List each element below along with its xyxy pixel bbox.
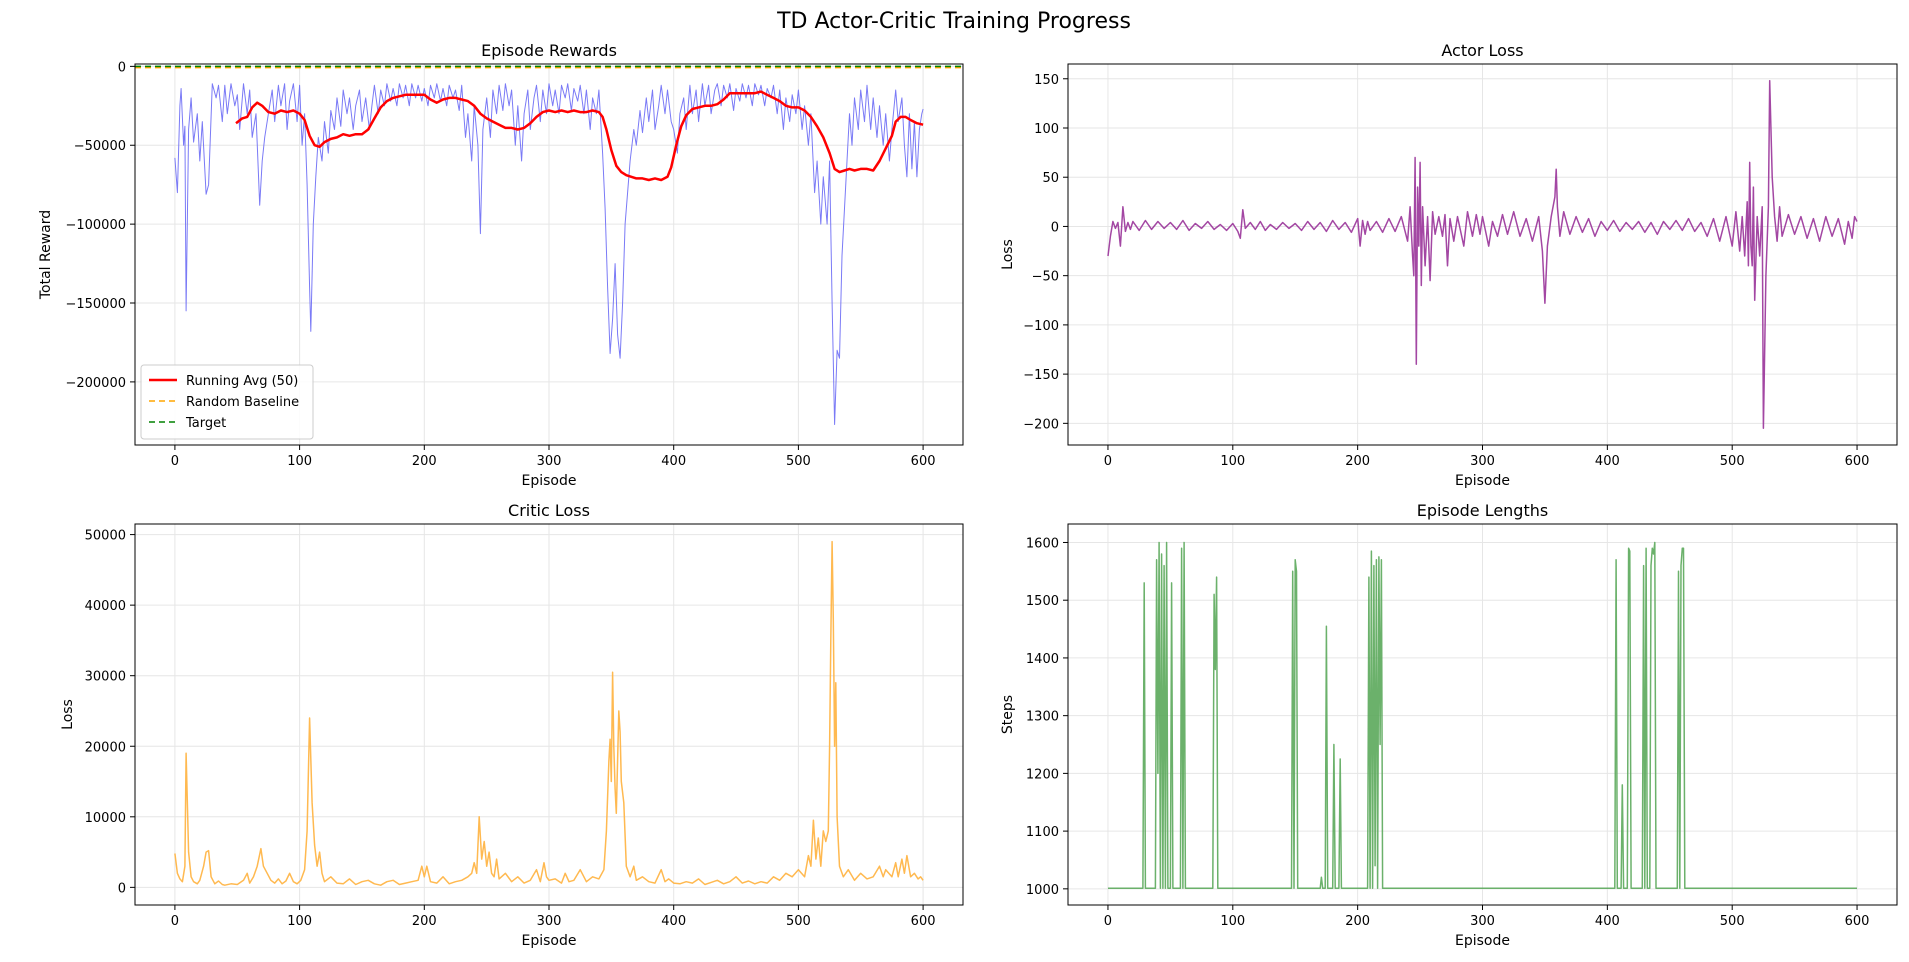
y-tick-label: 1300 [1026, 710, 1059, 725]
y-tick-label: 0 [118, 60, 126, 75]
x-tick-label: 200 [412, 454, 437, 469]
y-tick-label: −150000 [65, 297, 126, 312]
x-tick-label: 200 [412, 914, 437, 929]
x-tick-label: 400 [1595, 454, 1620, 469]
y-tick-label: −50000 [74, 139, 126, 154]
subplot-rewards: 0 100 200 300 400 500 600 0 −50000 −100000 −150000… [38, 41, 964, 489]
x-tick-label: 100 [1220, 914, 1245, 929]
y-axis-label: Steps [1000, 695, 1016, 734]
x-tick-label: 0 [1104, 914, 1112, 929]
subplot-critic: 0 100 200 300 400 500 600 0 10000 20000 30000 40000… [60, 501, 964, 949]
y-tick-label: 40000 [85, 599, 126, 614]
x-axis-label: Episode [1455, 473, 1510, 489]
y-tick-label: 0 [1051, 220, 1059, 235]
y-tick-label: 30000 [85, 670, 126, 685]
axes-title: Critic Loss [508, 501, 590, 520]
y-tick-label: 150 [1034, 73, 1059, 88]
axes-title: Episode Rewards [481, 41, 617, 60]
y-tick-label: 1400 [1026, 652, 1059, 667]
y-axis-label: Total Reward [38, 210, 54, 300]
axes-title: Episode Lengths [1417, 501, 1548, 520]
x-tick-label: 300 [1470, 914, 1495, 929]
y-tick-label: 1000 [1026, 883, 1059, 898]
x-tick-label: 0 [1104, 454, 1112, 469]
legend-box [140, 364, 314, 440]
x-tick-label: 300 [537, 914, 562, 929]
x-tick-label: 500 [1720, 914, 1745, 929]
x-axis-label: Episode [522, 933, 577, 949]
x-tick-label: 200 [1345, 454, 1370, 469]
axes-title: Actor Loss [1441, 41, 1523, 60]
subplots: 0 100 200 300 400 500 6000−50000−100000−150000… [38, 41, 1898, 949]
subplot-actor: 0 100 200 300 400 500 600150100500−50−100−150−… [1000, 41, 1898, 489]
x-tick-label: 400 [661, 914, 686, 929]
y-tick-label: −200 [1023, 417, 1059, 432]
y-axis-label: Loss [1000, 239, 1016, 270]
y-tick-label: −150 [1023, 368, 1059, 383]
x-tick-label: 100 [1220, 454, 1245, 469]
x-tick-label: 100 [287, 914, 312, 929]
y-tick-label: 1600 [1026, 536, 1059, 551]
x-tick-label: 0 [171, 914, 179, 929]
y-tick-label: −100 [1023, 319, 1059, 334]
series-line-rewards-1 [235, 90, 924, 182]
plot-area [1108, 541, 1857, 890]
y-tick-label: −50 [1032, 270, 1059, 285]
x-tick-label: 600 [911, 454, 936, 469]
x-tick-label: 500 [786, 914, 811, 929]
series-line-actor-0 [1107, 79, 1858, 430]
x-axis-label: Episode [1455, 933, 1510, 949]
legend-entry-label: Running Avg (50) [186, 374, 298, 389]
x-tick-label: 600 [911, 914, 936, 929]
y-tick-label: 100 [1034, 122, 1059, 137]
x-tick-label: 500 [1720, 454, 1745, 469]
x-tick-label: 0 [171, 454, 179, 469]
legend-entry-label: Random Baseline [186, 395, 299, 410]
y-tick-label: 50000 [85, 529, 126, 544]
x-axis-label: Episode [522, 473, 577, 489]
y-axis-label: Loss [60, 699, 76, 730]
series-line-lengths-0 [1108, 541, 1857, 890]
plot-area [135, 65, 963, 425]
y-tick-label: 20000 [85, 740, 126, 755]
x-tick-label: 100 [287, 454, 312, 469]
x-tick-label: 600 [1845, 914, 1870, 929]
plot-area [1107, 79, 1858, 430]
x-tick-label: 200 [1345, 914, 1370, 929]
plot-area [174, 540, 924, 886]
y-tick-label: 50 [1042, 171, 1059, 186]
series-line-critic-0 [174, 540, 924, 886]
x-tick-label: 400 [661, 454, 686, 469]
x-tick-label: 300 [537, 454, 562, 469]
y-tick-label: 0 [118, 881, 126, 896]
x-tick-label: 400 [1595, 914, 1620, 929]
y-tick-label: 1100 [1026, 825, 1059, 840]
y-tick-label: 10000 [85, 811, 126, 826]
legend-entry-label: Target [185, 416, 226, 431]
x-tick-label: 600 [1845, 454, 1870, 469]
y-tick-label: −200000 [65, 376, 126, 391]
y-tick-label: 1200 [1026, 767, 1059, 782]
subplot-lengths: 0 100 200 300 400 500 600 1000 1100 1200 1300 1400 1… [1000, 501, 1898, 949]
y-tick-label: 1500 [1026, 594, 1059, 609]
x-tick-label: 300 [1470, 454, 1495, 469]
y-tick-label: −100000 [65, 218, 126, 233]
legend: Running Avg (50) Random Baseline Target [140, 364, 314, 440]
x-tick-label: 500 [786, 454, 811, 469]
figure-title: TD Actor-Critic Training Progress [776, 9, 1131, 34]
